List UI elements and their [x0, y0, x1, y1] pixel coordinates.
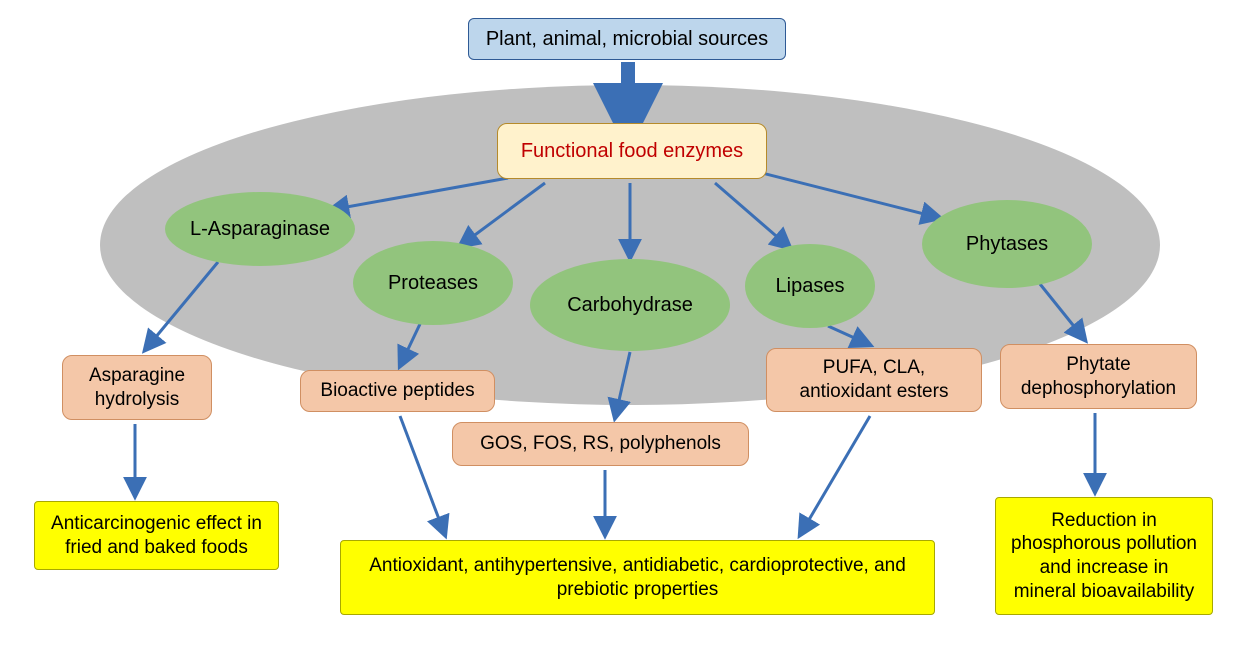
product-peptides: Bioactive peptides: [300, 370, 495, 412]
outcome-anticarcinogenic: Anticarcinogenic effect in fried and bak…: [34, 501, 279, 570]
source-box: Plant, animal, microbial sources: [468, 18, 786, 60]
product-pufa: PUFA, CLA, antioxidant esters: [766, 348, 982, 412]
enzyme-carbohydrase: Carbohydrase: [530, 259, 730, 351]
product-asparagine: Asparagine hydrolysis: [62, 355, 212, 420]
enzyme-phytases: Phytases: [922, 200, 1092, 288]
central-box: Functional food enzymes: [497, 123, 767, 179]
enzyme-lipases: Lipases: [745, 244, 875, 328]
diagram-stage: Plant, animal, microbial sources Functio…: [0, 0, 1259, 658]
outcome-phosphorous: Reduction in phosphorous pollution and i…: [995, 497, 1213, 615]
enzyme-asparaginase: L-Asparaginase: [165, 192, 355, 266]
product-phytate: Phytate dephosphorylation: [1000, 344, 1197, 409]
outcome-multi: Antioxidant, antihypertensive, antidiabe…: [340, 540, 935, 615]
edge-peptides-multi: [400, 416, 445, 535]
edge-pufa-multi: [800, 416, 870, 535]
enzyme-proteases: Proteases: [353, 241, 513, 325]
product-gos: GOS, FOS, RS, polyphenols: [452, 422, 749, 466]
